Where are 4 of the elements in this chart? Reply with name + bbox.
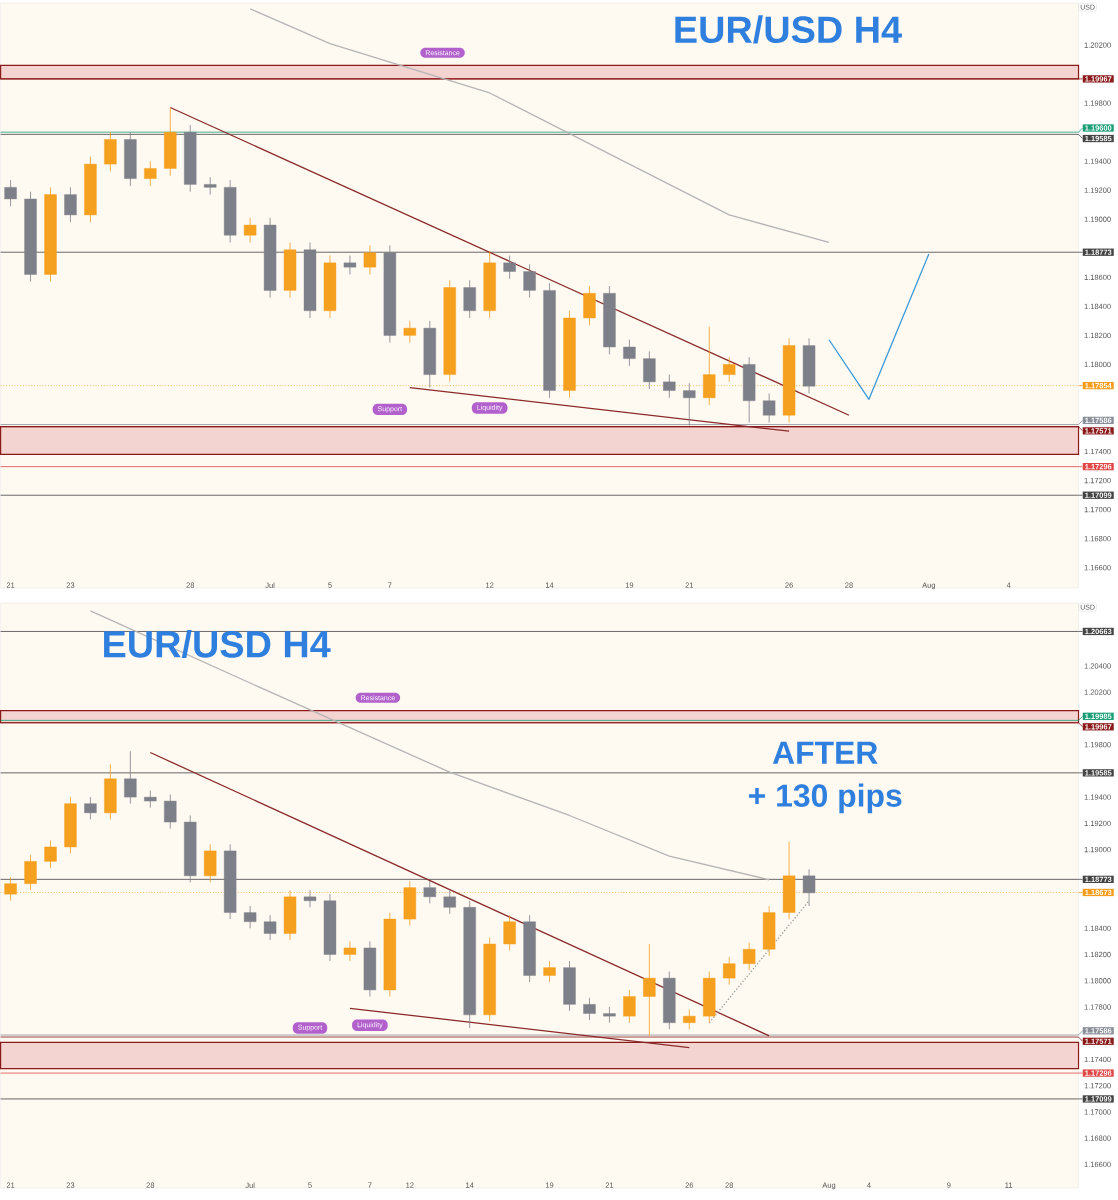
text: EUR/USD H4 xyxy=(104,629,331,659)
annotation: + 130 pips xyxy=(749,783,902,814)
text: AFTER xyxy=(773,741,878,764)
chart-title: EUR/USD H4 xyxy=(675,15,903,44)
